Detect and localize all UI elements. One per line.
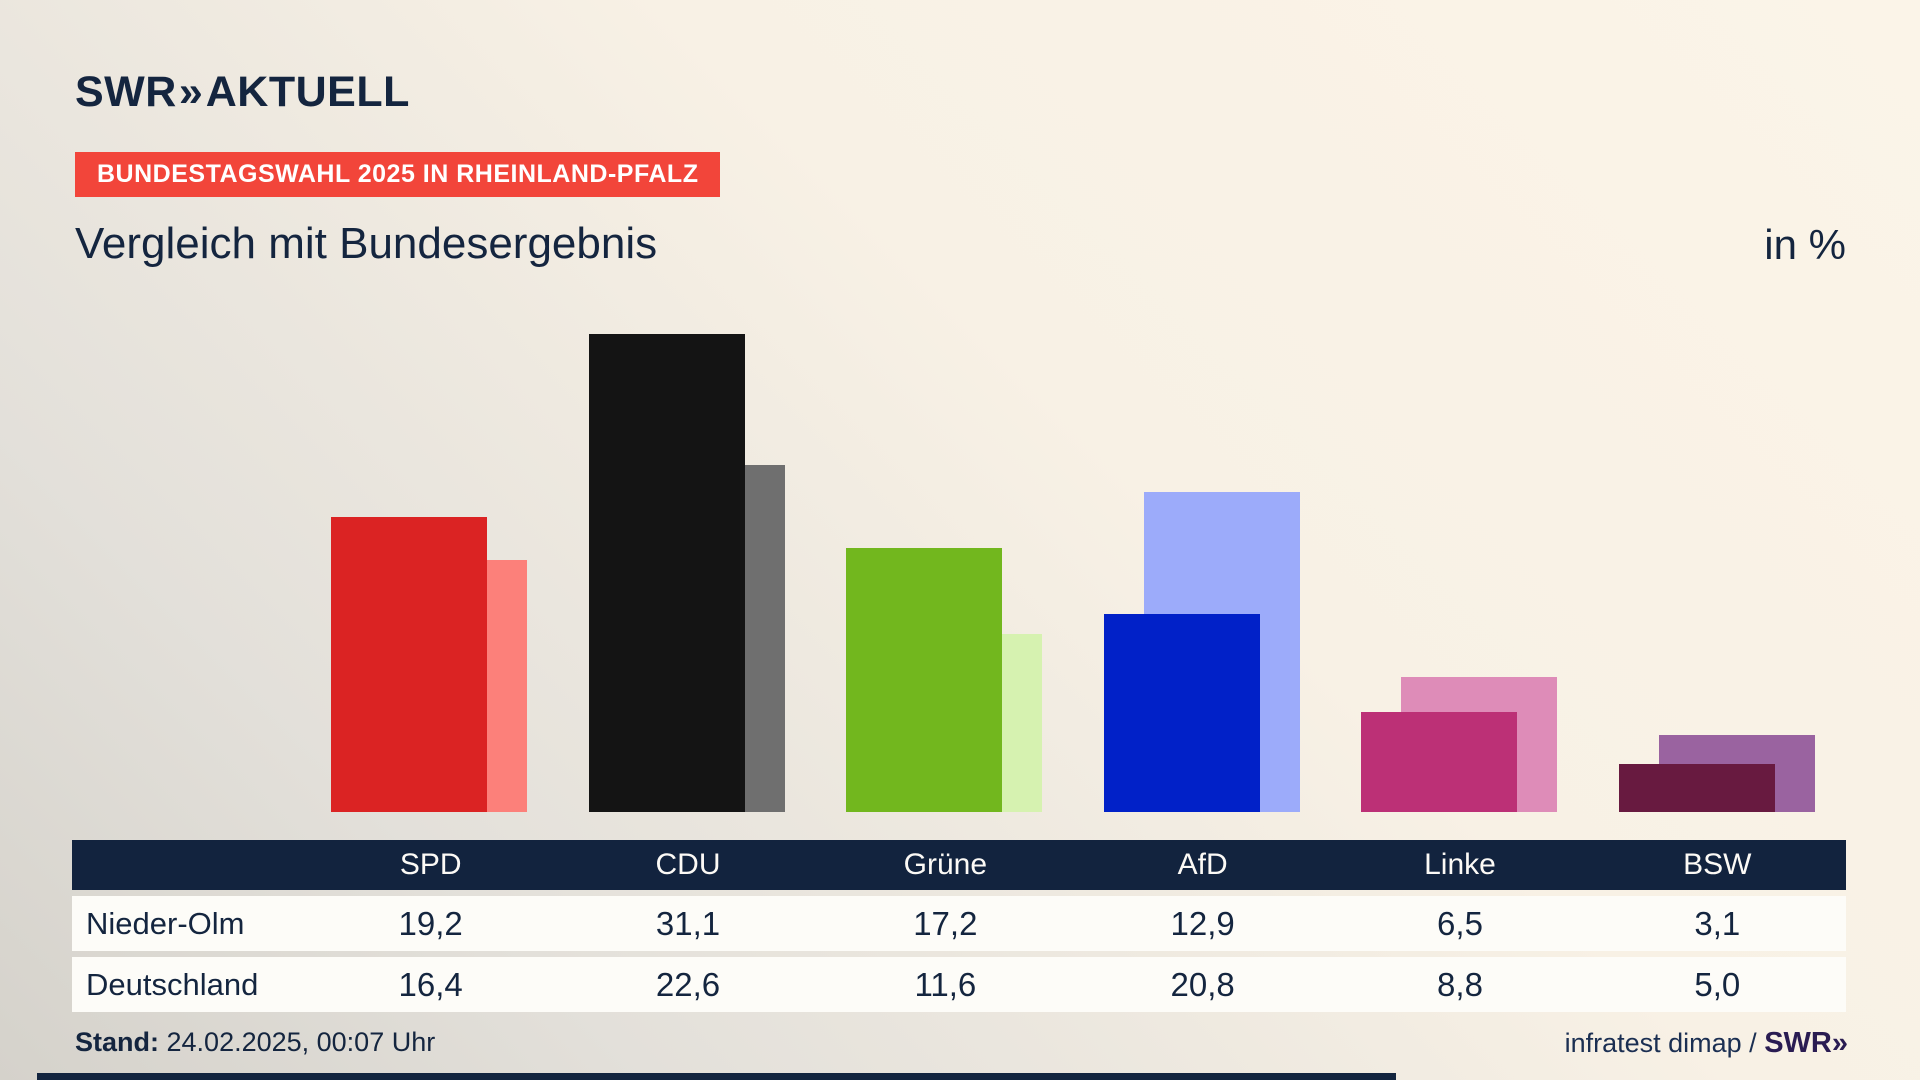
value-deutschland-linke: 8,8 [1437, 966, 1483, 1003]
value-nieder-olm-afd: 12,9 [1170, 905, 1235, 942]
table-header-spd: SPD [399, 848, 462, 881]
bar-cdu-nieder-olm [588, 334, 745, 812]
value-deutschland-spd: 16,4 [398, 966, 463, 1003]
double-chevron-icon: » [178, 68, 203, 116]
value-nieder-olm-grüne: 17,2 [913, 905, 978, 942]
bar-afd-nieder-olm [1103, 614, 1260, 812]
value-nieder-olm-cdu: 31,1 [655, 905, 721, 942]
table-header-row: SPD CDU Grüne AfD Linke BSW [72, 840, 1846, 890]
table-header-spacer [72, 840, 302, 890]
results-table: SPD CDU Grüne AfD Linke BSW Nieder-Olm 19,2 31,1… [72, 840, 1846, 1012]
election-badge: BUNDESTAGSWAHL 2025 IN RHEINLAND-PFALZ [75, 152, 721, 197]
aktuell-wordmark: AKTUELL [205, 68, 410, 116]
swr-footer-logo: SWR» [1764, 1027, 1848, 1059]
row-label: Nieder-Olm [86, 906, 245, 941]
stand-value: 24.02.2025, 00:07 Uhr [166, 1027, 436, 1057]
row-label: Deutschland [86, 967, 259, 1002]
bar-linke-nieder-olm [1361, 712, 1518, 812]
table-header-grüne: Grüne [903, 848, 988, 881]
table-header-cdu: CDU [655, 848, 721, 881]
bottom-accent-bar [37, 1073, 1396, 1080]
swr-aktuell-logo: SWR» AKTUELL [75, 68, 410, 117]
double-chevron-icon: » [1831, 1027, 1848, 1059]
source-credit: infratest dimap / SWR» [1564, 1027, 1848, 1060]
value-deutschland-cdu: 22,6 [655, 966, 721, 1003]
value-nieder-olm-bsw: 3,1 [1694, 905, 1741, 942]
unit-label: in % [1764, 221, 1846, 268]
value-deutschland-bsw: 5,0 [1694, 966, 1741, 1003]
table-row-deutschland: Deutschland 16,4 22,6 11,6 20,8 8,8 5,0 [72, 957, 1846, 1012]
bar-grüne-nieder-olm [846, 548, 1003, 812]
value-deutschland-grüne: 11,6 [914, 966, 977, 1003]
stand-label: Stand: [75, 1027, 159, 1057]
table-header-bsw: BSW [1683, 848, 1752, 881]
table-header-linke: Linke [1424, 848, 1496, 881]
bar-spd-nieder-olm [331, 517, 487, 812]
value-deutschland-afd: 20,8 [1170, 966, 1235, 1003]
stand-timestamp: Stand: 24.02.2025, 00:07 Uhr [75, 1027, 435, 1058]
value-nieder-olm-linke: 6,5 [1437, 905, 1483, 942]
source-text: infratest dimap / [1564, 1028, 1765, 1058]
bar-bsw-nieder-olm [1619, 764, 1775, 812]
swr-wordmark: SWR [75, 68, 177, 116]
table-header-afd: AfD [1177, 848, 1228, 881]
bar-chart [331, 334, 1815, 812]
value-nieder-olm-spd: 19,2 [398, 905, 463, 942]
table-row-nieder-olm: Nieder-Olm 19,2 31,1 17,2 12,9 6,5 3,1 [72, 896, 1846, 951]
chart-title: Vergleich mit Bundesergebnis [75, 219, 658, 268]
